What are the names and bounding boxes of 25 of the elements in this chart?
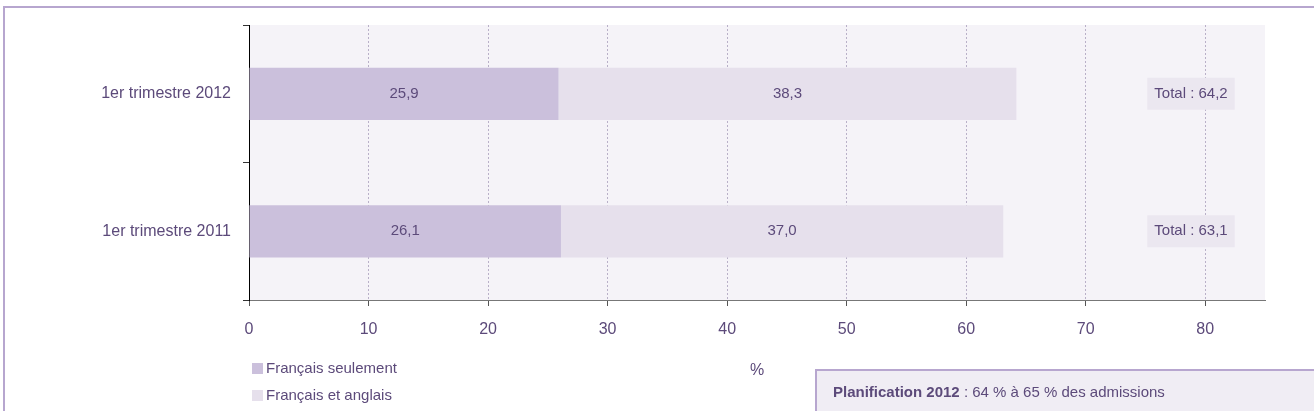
data-label: 37,0 xyxy=(767,221,797,239)
data-label: 25,9 xyxy=(389,83,419,101)
x-tick-label: 20 xyxy=(479,320,498,338)
legend-label: Français seulement xyxy=(266,359,398,377)
x-tick-label: 0 xyxy=(244,320,254,338)
x-tick-label: 50 xyxy=(837,320,856,338)
x-tick-label: 80 xyxy=(1196,320,1215,338)
data-label: 38,3 xyxy=(772,83,803,101)
annotation: Total : 64,2 xyxy=(1154,83,1228,101)
x-tick-label: 10 xyxy=(359,320,378,338)
bar xyxy=(560,205,1004,258)
x-tick-label: 40 xyxy=(718,320,737,338)
bar xyxy=(249,67,559,120)
y-tick-label: 1er trimestre 2011 xyxy=(102,221,232,239)
text: Planification 2012 : 64 % à 65 % des admissions xyxy=(833,383,1165,401)
annotation: Total : 63,1 xyxy=(1154,221,1228,239)
x-tick-label: 30 xyxy=(598,320,617,338)
bar xyxy=(249,205,561,258)
data-label: 26,1 xyxy=(390,221,420,239)
legend-label: Français et anglais xyxy=(266,386,392,404)
y-tick-label: 1er trimestre 2012 xyxy=(101,84,232,102)
x-tick-label: 70 xyxy=(1076,320,1095,338)
bar xyxy=(558,67,1017,120)
x-axis-title: % xyxy=(749,360,765,378)
x-tick-label: 60 xyxy=(957,320,976,338)
